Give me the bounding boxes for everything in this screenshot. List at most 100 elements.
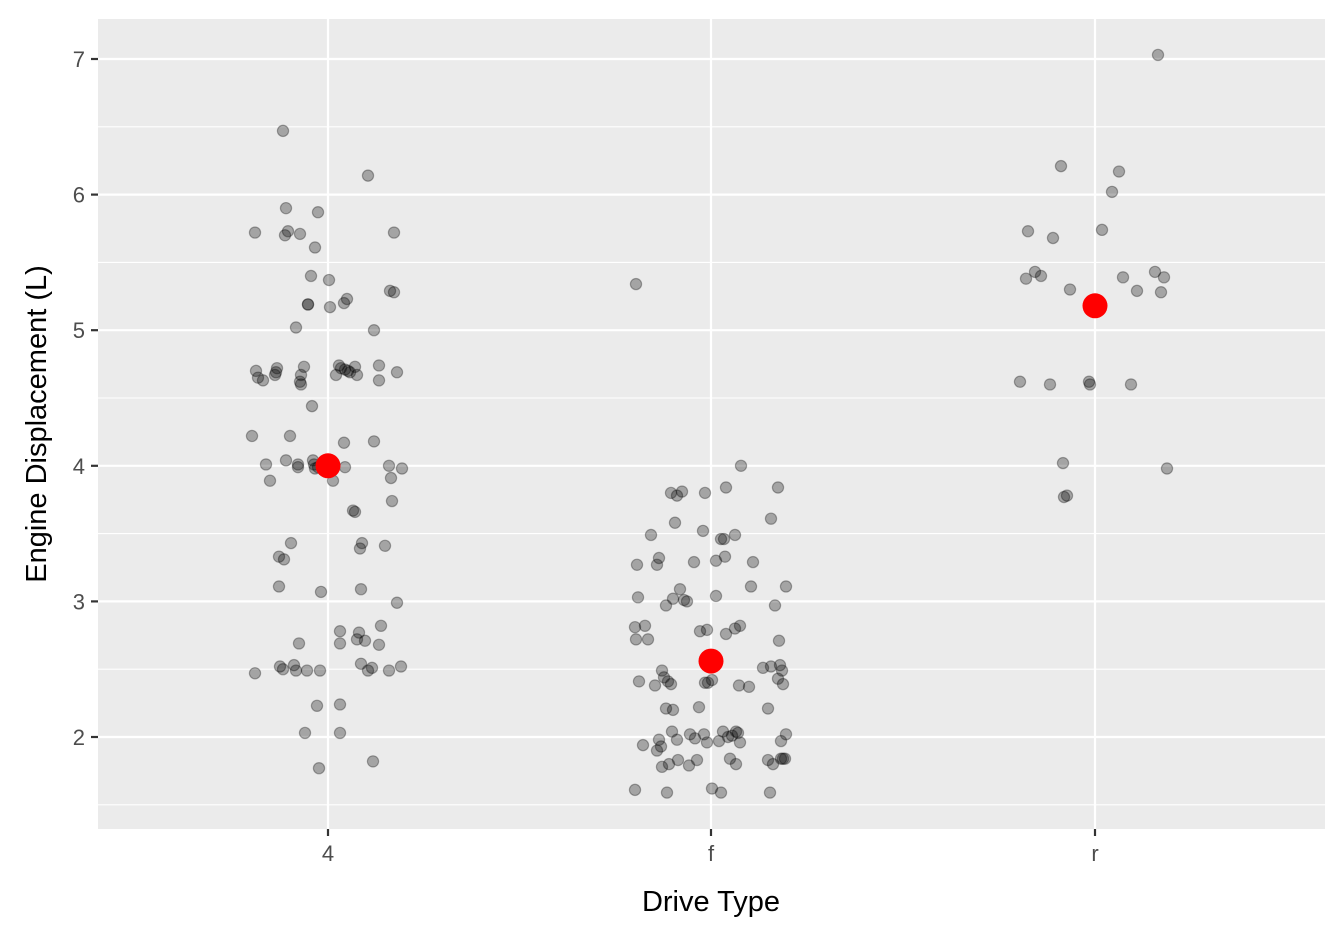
data-point <box>718 550 732 563</box>
data-point <box>304 269 318 283</box>
data-point <box>660 786 674 799</box>
data-point <box>1054 159 1068 173</box>
y-tick-label: 4 <box>73 454 85 479</box>
mean-point <box>1082 293 1108 319</box>
data-point <box>700 736 714 749</box>
data-point <box>333 625 347 638</box>
data-point <box>1063 283 1077 296</box>
data-point <box>1060 489 1074 502</box>
data-point <box>654 740 668 753</box>
data-point <box>664 677 678 691</box>
data-point <box>300 664 314 677</box>
data-point <box>361 664 375 677</box>
data-point <box>659 599 673 612</box>
data-point <box>1028 265 1042 279</box>
data-point <box>387 286 401 299</box>
data-point <box>354 582 368 596</box>
data-point <box>763 786 777 799</box>
data-point <box>659 702 673 715</box>
data-point <box>776 677 790 691</box>
data-point <box>1124 378 1138 391</box>
data-point <box>716 725 730 738</box>
data-point <box>1021 225 1035 238</box>
data-point <box>1043 378 1057 391</box>
data-point <box>774 734 788 748</box>
data-point <box>1083 378 1097 391</box>
data-point <box>308 241 322 254</box>
data-point <box>728 622 742 635</box>
data-point <box>714 532 728 546</box>
data-point <box>384 471 398 485</box>
data-point <box>348 360 362 374</box>
data-point <box>279 201 293 215</box>
data-point <box>270 361 284 375</box>
data-point <box>268 368 282 382</box>
data-point <box>701 676 715 689</box>
data-point <box>329 368 343 382</box>
x-tick-label: 4 <box>322 841 334 866</box>
data-point <box>284 536 298 550</box>
data-point <box>332 359 346 372</box>
data-point <box>1105 185 1119 199</box>
data-point <box>648 679 662 692</box>
data-point <box>294 368 308 382</box>
data-point <box>650 558 664 571</box>
data-point <box>343 366 357 379</box>
data-point <box>333 698 347 711</box>
data-point <box>761 753 775 767</box>
data-point <box>773 658 787 672</box>
x-tick-label: f <box>708 841 715 866</box>
data-point <box>698 486 712 500</box>
data-point <box>352 626 366 639</box>
y-axis: 2 3 4 5 6 7 <box>73 47 98 750</box>
data-point <box>728 528 742 542</box>
data-point <box>256 374 270 387</box>
x-axis: 4 f r <box>322 829 1099 866</box>
x-tick-label: r <box>1091 841 1098 866</box>
data-point <box>293 375 307 388</box>
y-tick-label: 2 <box>73 725 85 750</box>
data-point <box>734 459 748 472</box>
data-point <box>390 596 404 609</box>
data-point <box>365 661 379 675</box>
data-point <box>771 672 785 685</box>
data-point <box>693 625 707 638</box>
data-point <box>311 206 325 219</box>
data-point <box>312 761 326 775</box>
data-point <box>687 555 701 569</box>
data-point <box>705 782 719 795</box>
data-point <box>714 786 728 799</box>
data-point <box>245 429 259 443</box>
data-point <box>652 733 666 746</box>
data-point <box>338 363 352 376</box>
data-point <box>382 664 396 677</box>
mean-points <box>315 293 1108 674</box>
data-point <box>670 489 684 502</box>
data-point <box>644 528 658 542</box>
data-point <box>385 494 399 508</box>
data-point <box>692 700 706 714</box>
data-point <box>719 481 733 494</box>
data-point <box>387 226 401 239</box>
data-point <box>272 550 286 563</box>
major-gridlines <box>98 19 1325 829</box>
mean-point <box>698 648 724 674</box>
data-point <box>338 460 352 474</box>
data-point <box>764 660 778 673</box>
data-point <box>723 752 737 765</box>
data-point <box>664 486 678 500</box>
data-point <box>630 558 644 571</box>
data-point <box>287 658 301 672</box>
data-point <box>677 593 691 607</box>
data-point <box>305 399 319 413</box>
data-point <box>709 554 723 567</box>
data-point <box>742 680 756 694</box>
data-point <box>337 436 351 449</box>
data-point <box>680 595 694 608</box>
data-point <box>775 664 789 677</box>
data-point <box>655 664 669 677</box>
data-point <box>350 633 364 646</box>
data-point <box>248 667 262 680</box>
data-point <box>668 516 682 529</box>
